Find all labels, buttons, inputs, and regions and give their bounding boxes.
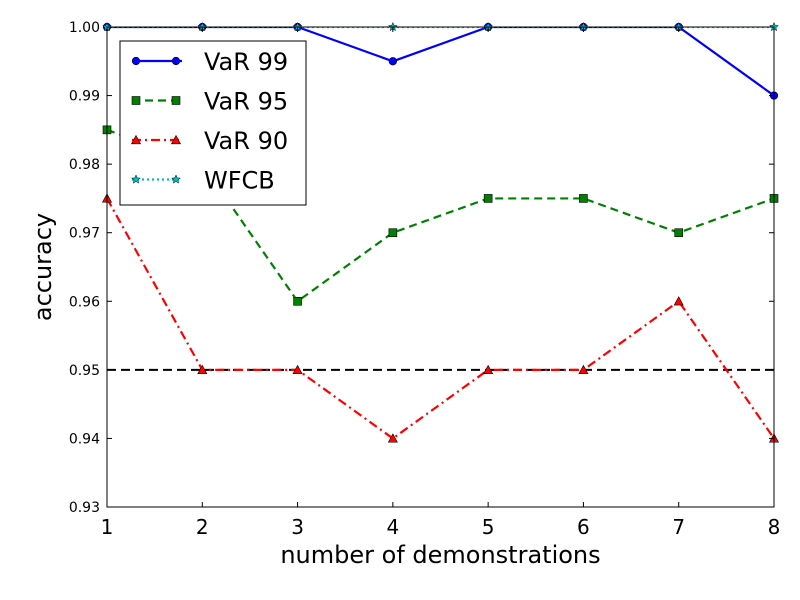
data-point-var-95 bbox=[579, 194, 588, 203]
tick-layer: 1 2 3 4 5 6 7 8 0.93 0.94 0.95 0.96 0.97 0.98 0.99 1.00 bbox=[69, 20, 781, 539]
x-tick-label: 6 bbox=[577, 515, 590, 539]
x-tick-label: 8 bbox=[768, 515, 781, 539]
x-tick-label: 4 bbox=[386, 515, 399, 539]
y-tick-label: 0.93 bbox=[69, 500, 100, 516]
data-point-var-90 bbox=[292, 364, 303, 374]
data-point-var-95 bbox=[483, 194, 493, 203]
y-axis-title: accuracy bbox=[29, 213, 57, 321]
legend-marker-var-95 bbox=[131, 96, 141, 105]
x-axis-title: number of demonstrations bbox=[280, 541, 600, 569]
x-tick-label: 2 bbox=[196, 515, 209, 539]
data-point-var-90 bbox=[673, 296, 684, 306]
y-tick-label: 0.96 bbox=[69, 294, 100, 310]
data-point-var-90 bbox=[197, 364, 208, 374]
y-tick-label: 0.94 bbox=[69, 431, 100, 447]
series-line-var-90 bbox=[107, 197, 774, 440]
legend-marker-wfcb bbox=[171, 174, 181, 184]
x-tick-label: 1 bbox=[101, 515, 114, 539]
legend-marker-var-90 bbox=[130, 134, 142, 145]
legend-marker-var-99 bbox=[131, 56, 141, 66]
x-tick-label: 3 bbox=[291, 515, 304, 539]
data-point-var-99 bbox=[388, 57, 397, 66]
series-line-var-99 bbox=[107, 27, 774, 97]
legend-label-var-95: VaR 95 bbox=[204, 88, 288, 116]
legend-marker-wfcb bbox=[131, 174, 141, 184]
data-point-var-90 bbox=[483, 364, 494, 374]
legend-label-var-90: VaR 90 bbox=[204, 127, 288, 155]
x-tick-label: 5 bbox=[482, 515, 495, 539]
legend-label-wfcb: WFCB bbox=[204, 167, 275, 195]
data-point-var-95 bbox=[293, 296, 302, 306]
data-point-var-95 bbox=[388, 228, 398, 238]
legend: VaR 99 VaR 95 VaR 90 WFCB bbox=[119, 40, 307, 206]
plot-frame bbox=[106, 26, 775, 508]
y-tick-label: 0.95 bbox=[69, 363, 100, 379]
y-tick-label: 0.98 bbox=[69, 157, 100, 173]
data-point-var-90 bbox=[578, 364, 589, 374]
y-tick-label: 1.00 bbox=[69, 20, 100, 36]
data-point-var-90 bbox=[387, 433, 398, 443]
x-tick-label: 7 bbox=[672, 515, 685, 539]
series-line-var-95 bbox=[107, 128, 774, 303]
legend-marker-var-90 bbox=[170, 134, 182, 145]
y-tick-label: 0.97 bbox=[69, 226, 100, 242]
legend-marker-var-95 bbox=[171, 96, 181, 105]
data-point-var-95 bbox=[674, 228, 684, 238]
legend-label-var-99: VaR 99 bbox=[204, 48, 288, 76]
legend-box bbox=[119, 40, 307, 206]
series-layer bbox=[107, 27, 774, 440]
y-tick-label: 0.99 bbox=[69, 89, 100, 105]
legend-marker-var-99 bbox=[171, 56, 181, 66]
